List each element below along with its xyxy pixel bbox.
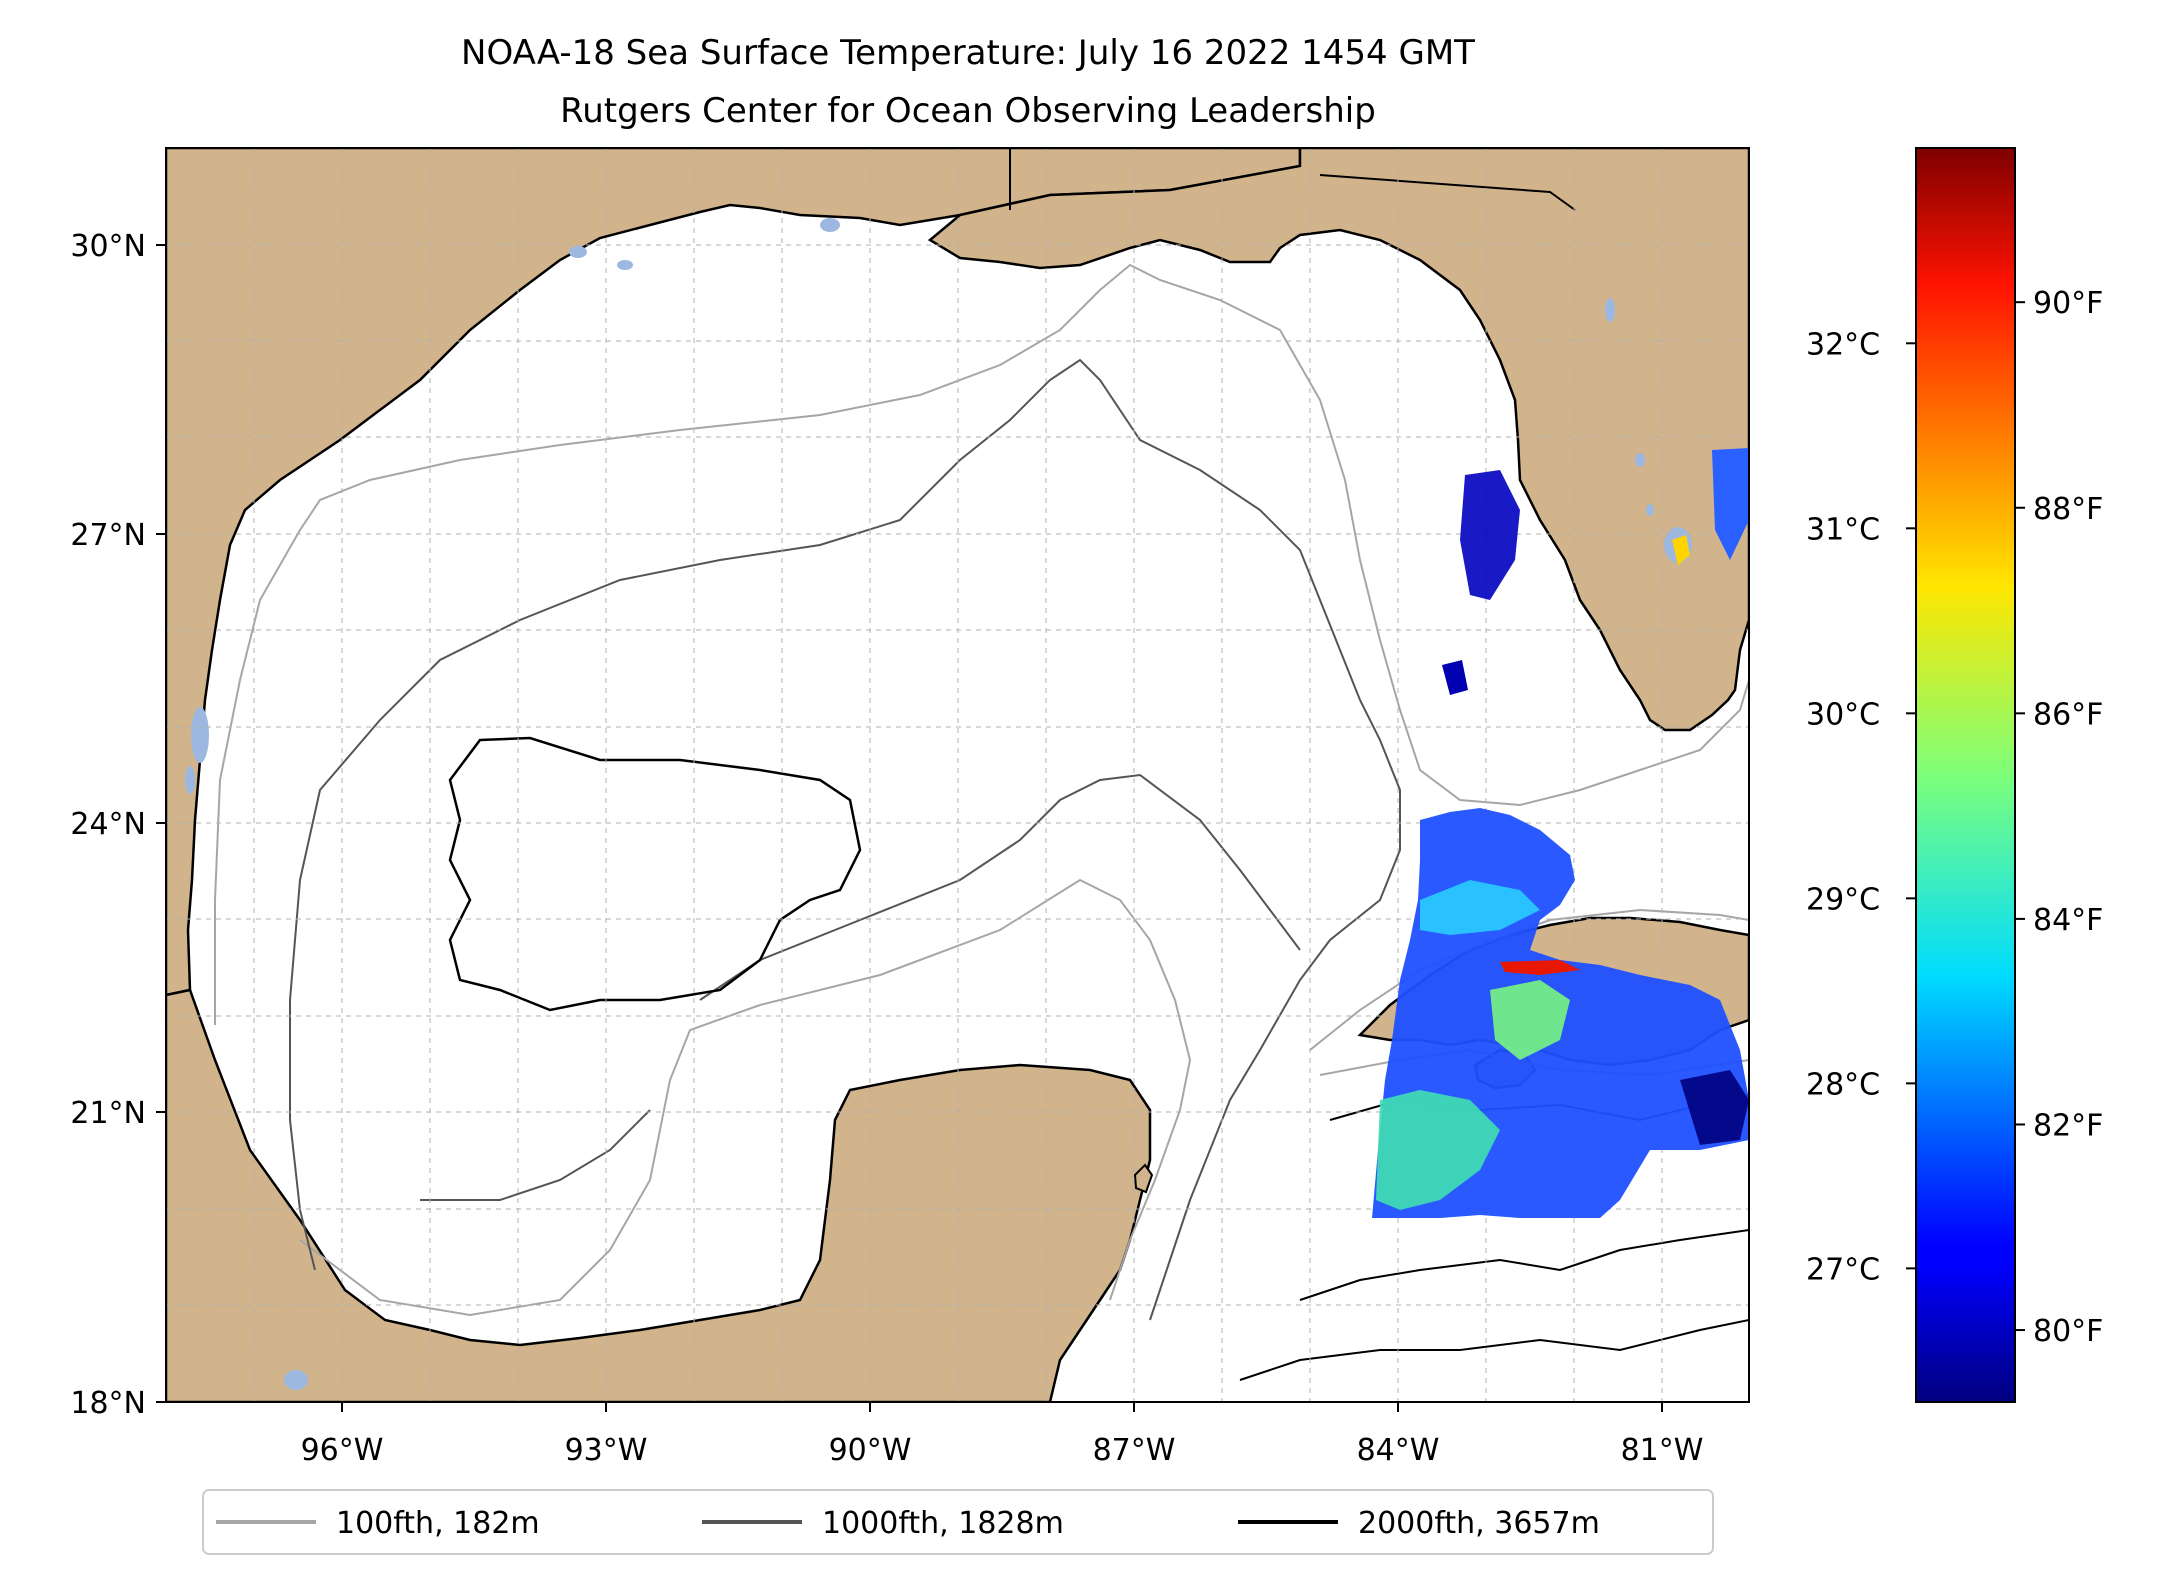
colorbar-c-tick-label: 32°C [1806,327,1880,362]
isobath-100fth-yucatan [299,878,1192,1317]
colorbar-c-tick-label: 31°C [1806,512,1880,547]
legend-label-100fth: 100fth, 182m [336,1506,540,1541]
colorbar-c-tick-label: 27°C [1806,1252,1880,1287]
florida-land [927,148,1749,732]
colorbar-f-tick-label: 86°F [2033,697,2103,732]
lon-label-84w: 84°W [1357,1433,1440,1468]
us-gulf-coast-land [166,148,1302,997]
lat-label-21n: 21°N [70,1096,146,1131]
isobath-1000fth-inner [420,773,1301,1201]
colorbar-celsius-ticks: 27°C 28°C 29°C 30°C 31°C 32°C [1806,327,1916,1287]
map-panel [166,148,1749,1402]
lat-label-24n: 24°N [70,807,146,842]
colorbar-f-tick-label: 80°F [2033,1314,2103,1349]
colorbar-fahrenheit-ticks: 80°F 82°F 84°F 86°F 88°F 90°F [2015,286,2103,1349]
lon-label-81w: 81°W [1621,1433,1704,1468]
cozumel-island [1133,1163,1154,1194]
lat-label-30n: 30°N [70,229,146,264]
legend-label-2000fth: 2000fth, 3657m [1358,1506,1600,1541]
colorbar-f-tick-label: 82°F [2033,1108,2103,1143]
state-border [1009,148,1576,211]
colorbar-f-tick-label: 90°F [2033,286,2103,321]
lon-label-90w: 90°W [829,1433,912,1468]
lon-label-87w: 87°W [1093,1433,1176,1468]
lon-label-93w: 93°W [565,1433,648,1468]
sst-swath-warm-north [1420,880,1540,935]
isobath-1000fth [289,358,1401,1321]
sst-swath-mid [1490,980,1570,1060]
mexico-yucatan-land [166,988,1152,1402]
legend-box [202,1489,1714,1555]
colorbar-c-tick-label: 28°C [1806,1067,1880,1102]
sst-florida-east-coast [1712,448,1749,560]
colorbar: 80°F 82°F 84°F 86°F 88°F 90°F 27°C 28°C 29°C 30°… [1806,147,2103,1403]
colorbar-f-tick-label: 84°F [2033,903,2103,938]
lat-label-27n: 27°N [70,518,146,553]
title-line-2: Rutgers Center for Ocean Observing Leade… [560,91,1376,131]
sst-swath-east [1680,1070,1749,1145]
colorbar-f-tick-label: 88°F [2033,492,2103,527]
title-line-1: NOAA-18 Sea Surface Temperature: July 16… [461,33,1475,73]
sst-patch-north [1442,660,1468,695]
legend-label-1000fth: 1000fth, 1828m [822,1506,1064,1541]
map-frame [165,147,1750,1403]
colorbar-gradient [1915,147,2016,1403]
isobath-2000fth [448,736,862,1012]
sst-swath-warm-west [1376,1090,1500,1210]
bathymetry-legend: 100fth, 182m 1000fth, 1828m 2000fth, 365… [202,1489,1714,1555]
sst-data-swath [1372,448,1749,1218]
lat-label-18n: 18°N [70,1386,146,1421]
sst-lake-okeechobee-hot [1672,535,1690,565]
colorbar-c-tick-label: 29°C [1806,882,1880,917]
colorbar-c-tick-label: 30°C [1806,697,1880,732]
sst-florida-west-coast [1460,470,1520,600]
lat-ticks [156,244,166,1403]
sst-swath-hot [1500,960,1580,975]
lon-label-96w: 96°W [301,1433,384,1468]
lon-ticks [341,1402,1663,1412]
isobath-100fth [214,263,1749,1025]
